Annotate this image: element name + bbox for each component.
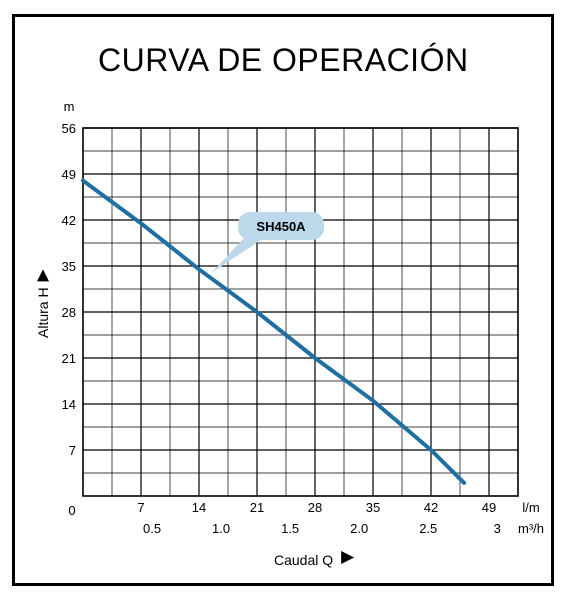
chart-frame	[12, 14, 554, 586]
x-tick-label-secondary: 0.5	[143, 521, 161, 536]
callout-label: SH450A	[256, 219, 306, 234]
y-tick-label: 35	[62, 259, 76, 274]
y-axis-title-group: Altura H	[35, 269, 51, 338]
x-tick-label-primary: 28	[308, 500, 322, 515]
x-unit-secondary-label: m³/h	[518, 521, 544, 536]
origin-label: 0	[68, 503, 75, 518]
plot-border	[82, 127, 519, 497]
y-axis-arrow-icon	[37, 269, 49, 282]
x-axis-arrow-icon	[341, 551, 355, 564]
x-axis-title: Caudal Q	[274, 552, 333, 568]
x-tick-label-primary: 49	[482, 500, 496, 515]
y-tick-label: 7	[69, 443, 76, 458]
x-tick-label-secondary: 2.0	[350, 521, 368, 536]
y-tick-label: 21	[62, 351, 76, 366]
x-tick-label-primary: 35	[366, 500, 380, 515]
y-unit-label: m	[64, 99, 75, 114]
x-tick-label-secondary: 3	[494, 521, 501, 536]
x-tick-label-secondary: 1.5	[281, 521, 299, 536]
x-unit-primary-label: l/m	[522, 500, 539, 515]
x-tick-label-primary: 7	[137, 500, 144, 515]
y-axis-title: Altura H	[35, 287, 51, 338]
x-tick-label-primary: 21	[250, 500, 264, 515]
callout-layer: SH450A	[211, 212, 324, 274]
x-tick-label-primary: 42	[424, 500, 438, 515]
y-tick-label: 49	[62, 167, 76, 182]
x-tick-label-secondary: 1.0	[212, 521, 230, 536]
y-tick-label: 42	[62, 213, 76, 228]
x-tick-label-primary: 14	[192, 500, 206, 515]
y-tick-label: 56	[62, 121, 76, 136]
axis-labels: 7 14 21 28 35 42 49 56 m 0 7 14 21 28 35 42 49 l/m 0.5 1.0 1…	[35, 99, 544, 568]
grid	[82, 127, 519, 497]
callout-bubble	[238, 212, 324, 240]
y-tick-label: 28	[62, 305, 76, 320]
series-line-sh450a	[81, 178, 467, 485]
x-tick-label-secondary: 2.5	[419, 521, 437, 536]
chart-title: CURVA DE OPERACIÓN	[98, 42, 469, 78]
curve-layer	[81, 178, 467, 485]
y-tick-label: 14	[62, 397, 76, 412]
callout-pointer	[211, 236, 264, 274]
